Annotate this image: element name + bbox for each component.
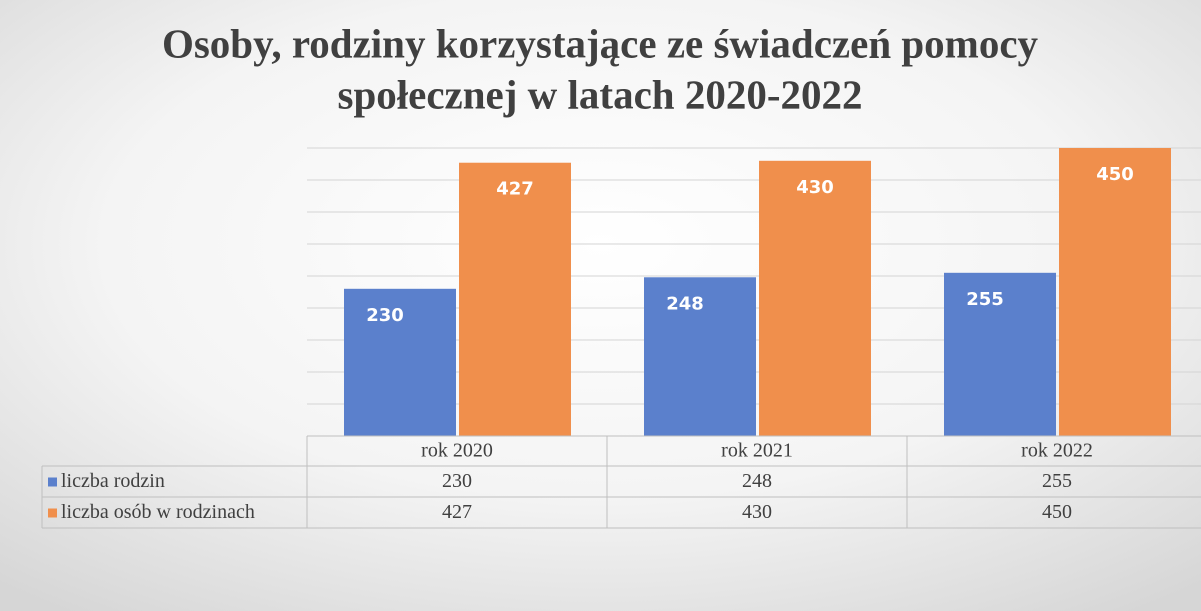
bar (944, 272, 1056, 436)
x-tick-label: rok 2021 (721, 440, 793, 462)
bar (644, 277, 756, 436)
bar (344, 288, 456, 436)
legend-label: liczba rodzin (61, 470, 165, 492)
data-label: 248 (666, 293, 704, 314)
data-label: 427 (496, 179, 534, 200)
legend-swatch (48, 508, 57, 518)
bar (759, 160, 871, 437)
table-value: 450 (1042, 501, 1072, 523)
data-label: 255 (966, 289, 1004, 310)
chart-subtitle: społecznej w latach 2020-2022 (338, 71, 863, 117)
data-label: 230 (366, 305, 404, 326)
table-value: 230 (442, 470, 472, 492)
x-tick-label: rok 2022 (1021, 440, 1093, 462)
table-value: 255 (1042, 470, 1072, 492)
legend-label: liczba osób w rodzinach (61, 501, 255, 523)
table-value: 430 (742, 501, 772, 523)
legend-swatch (48, 477, 57, 487)
bar (1059, 148, 1171, 436)
table-value: 248 (742, 470, 772, 492)
table-value: 427 (442, 501, 472, 523)
chart-title: Osoby, rodziny korzystające ze świadczeń… (162, 20, 1039, 66)
bar (459, 162, 571, 436)
x-tick-label: rok 2020 (421, 440, 493, 462)
data-label: 430 (796, 177, 834, 198)
data-label: 450 (1096, 164, 1134, 185)
